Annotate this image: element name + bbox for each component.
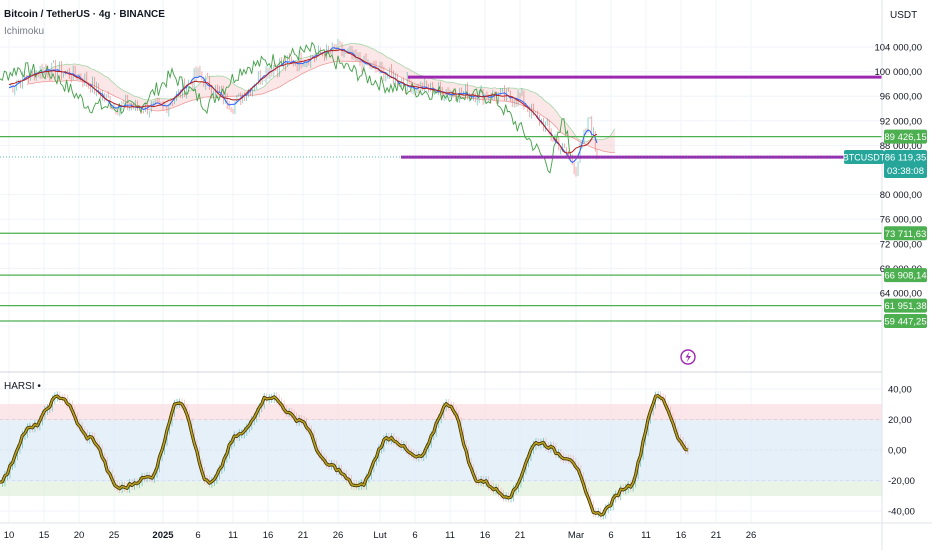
price-tick-label: 92 000,00: [880, 116, 922, 127]
price-tick-label: 76 000,00: [880, 215, 922, 226]
time-tick-label: 16: [480, 530, 491, 541]
time-tick-label: 11: [228, 530, 238, 541]
time-tick-label: 26: [333, 530, 344, 541]
level-price-text: 66 908,14: [884, 271, 926, 282]
harsi-oscillator: [0, 391, 689, 520]
price-tick-label: 104 000,00: [874, 43, 922, 54]
level-price-tag: [884, 298, 927, 313]
level-price-text: 89 426,15: [884, 132, 926, 143]
osc-tick-label: 0,00: [888, 446, 907, 457]
time-tick-label: 25: [109, 530, 120, 541]
senkou-span-a: [26, 42, 616, 143]
horizontal-lines: [0, 75, 882, 322]
level-price-text: 73 711,63: [885, 229, 927, 240]
currency-label[interactable]: USDT: [890, 10, 917, 21]
symbol-title[interactable]: Bitcoin / TetherUS · 4g · BINANCE: [4, 9, 165, 20]
price-tick-label: 80 000,00: [880, 190, 922, 201]
time-tick-label: 11: [445, 530, 455, 541]
indicator-label-ichimoku[interactable]: Ichimoku: [4, 26, 44, 37]
osc-tick-label: 40,00: [888, 385, 912, 396]
time-tick-label: 6: [412, 530, 417, 541]
time-tick-label: 6: [195, 530, 200, 541]
level-price-tag: [884, 268, 927, 283]
harsi-line: [0, 394, 689, 516]
indicator-label-harsi[interactable]: HARSI •: [4, 381, 41, 392]
time-axis[interactable]: 10 15 20 25 2025 6 11 16 21 26 Lut 6 11 16 21 Mar 6 11 16 2…: [4, 530, 757, 541]
level-price-tag: [884, 313, 927, 328]
time-tick-label: 16: [676, 530, 687, 541]
price-tick-label: 72 000,00: [880, 239, 922, 250]
level-price-tag: [884, 226, 927, 241]
time-tick-label: Mar: [568, 530, 584, 541]
oscillator-axis[interactable]: 40,00 20,00 0,00 -20,00 -40,00: [888, 385, 915, 518]
countdown-text: 03:38:08: [887, 166, 924, 177]
level-price-text: 61 951,38: [884, 301, 926, 312]
kijun-sen: [8, 49, 598, 154]
price-labels: 89 426,15 73 711,63 66 908,14 61 951,38 59 4…: [843, 129, 927, 328]
time-tick-label: 15: [39, 530, 50, 541]
chikou-span: [0, 41, 572, 174]
time-tick-label: 2025: [152, 530, 174, 541]
time-tick-label: 11: [641, 530, 651, 541]
price-tick-label: 96 000,00: [880, 92, 922, 103]
price-series: [0, 39, 598, 177]
time-tick-label: 20: [74, 530, 85, 541]
symbol-tag[interactable]: [844, 149, 884, 164]
time-tick-label: 21: [711, 530, 722, 541]
time-tick-label: 21: [515, 530, 526, 541]
time-tick-label: 16: [263, 530, 274, 541]
level-price-tag: [884, 129, 927, 144]
price-tick-label: 88 000,00: [880, 141, 922, 152]
time-tick-label: 21: [298, 530, 309, 541]
time-tick-label: Lut: [373, 530, 387, 541]
oversold-zone: [0, 482, 882, 496]
price-tick-label: 100 000,00: [874, 67, 922, 78]
time-tick-label: 6: [608, 530, 613, 541]
osc-tick-label: -20,00: [888, 476, 915, 487]
osc-tick-label: -40,00: [888, 507, 915, 518]
osc-tick-label: 20,00: [888, 415, 912, 426]
price-tick-label: 64 000,00: [880, 289, 922, 300]
level-price-text: 59 447,25: [884, 316, 926, 327]
current-price-text: 86 119,35: [885, 152, 927, 163]
time-tick-label: 26: [746, 530, 757, 541]
current-price-tag: [884, 149, 927, 178]
neutral-zone: [0, 420, 882, 482]
time-tick-label: 10: [4, 530, 15, 541]
alert-icon[interactable]: [680, 349, 696, 365]
symbol-tag-text: BTCUSDT: [843, 152, 886, 162]
